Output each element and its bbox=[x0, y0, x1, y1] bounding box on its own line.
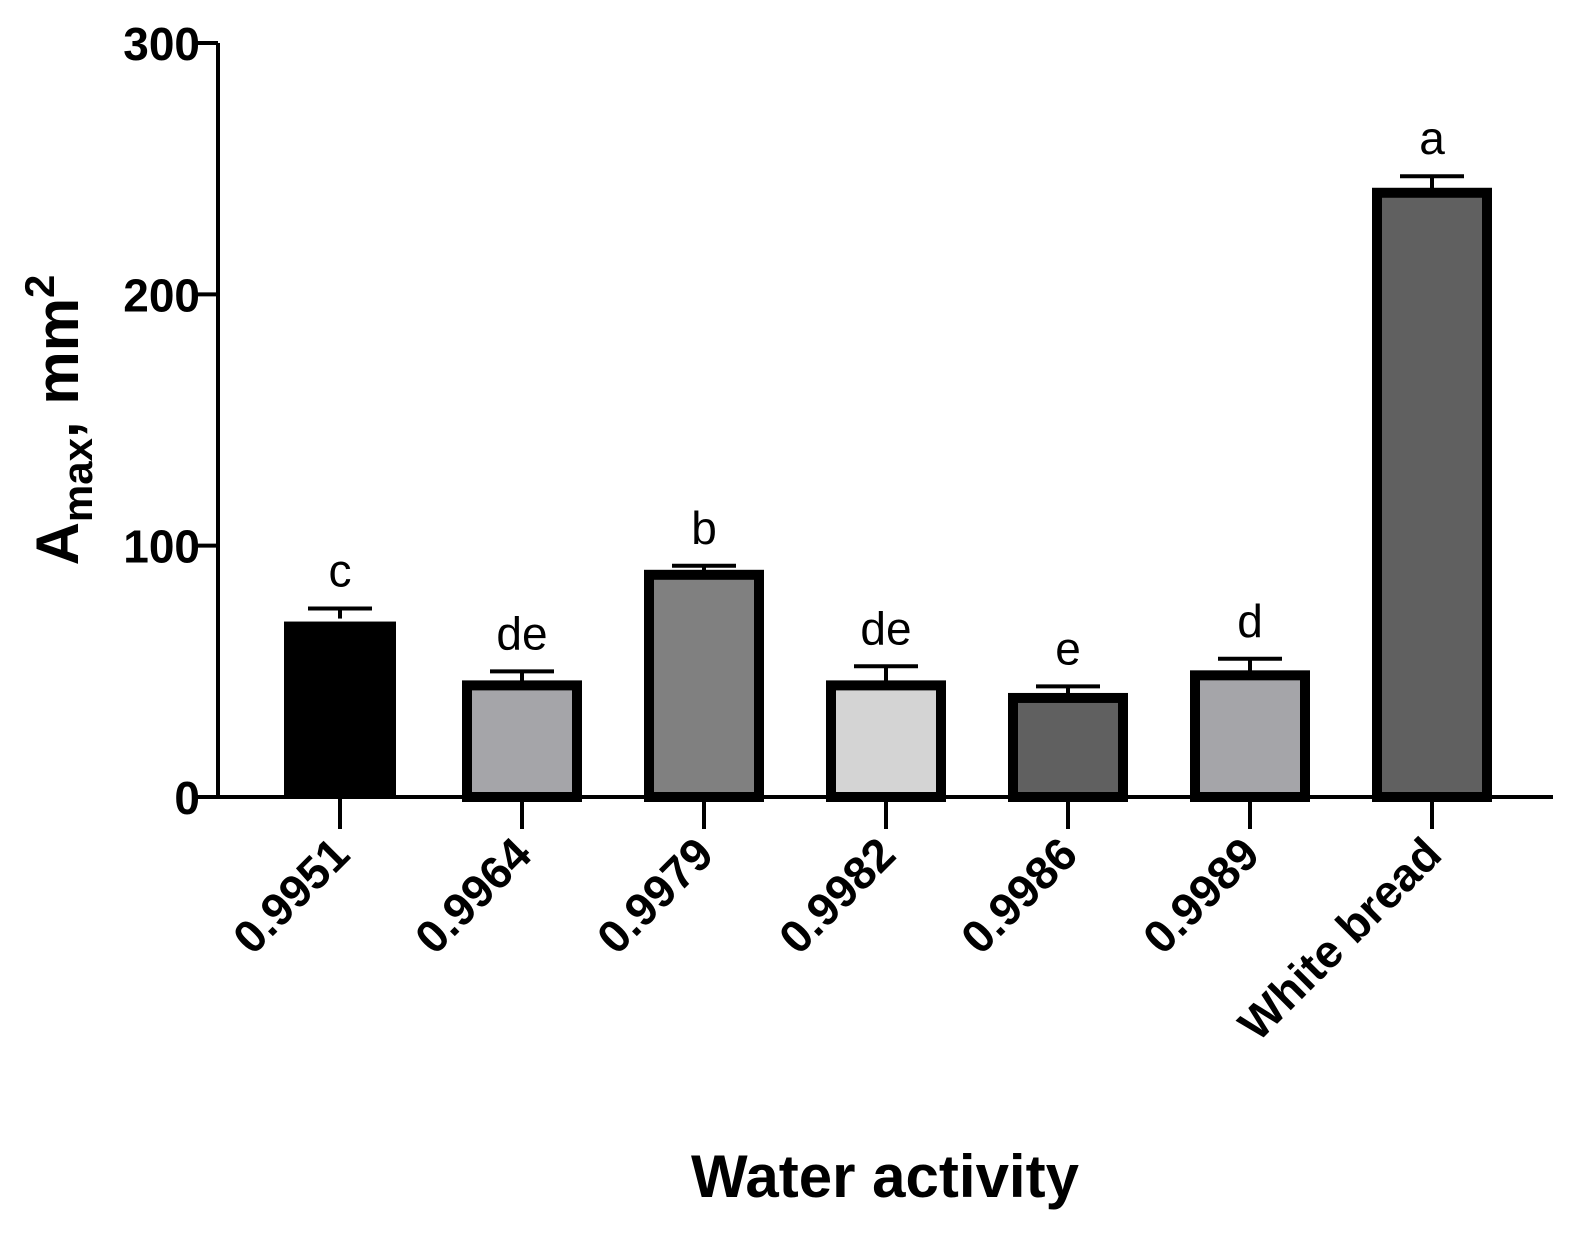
y-tick-label: 100 bbox=[123, 521, 200, 573]
significance-label: e bbox=[1055, 622, 1081, 674]
significance-label: c bbox=[329, 545, 352, 597]
significance-labels-group: c de b de e d a bbox=[329, 112, 1446, 674]
y-tick-label: 200 bbox=[123, 269, 200, 321]
significance-label: d bbox=[1237, 595, 1263, 647]
y-tick-label: 0 bbox=[174, 772, 200, 824]
x-ticks-group: 0.9951 0.9964 0.9979 0.9982 0.9986 0.9989Whit… bbox=[223, 797, 1451, 1050]
x-tick-label: 0.9986 bbox=[951, 827, 1087, 963]
y-axis-title: Amax, mm2 bbox=[16, 275, 101, 566]
y-ticks-group: 0 100 200 300 bbox=[123, 18, 218, 824]
bar-white-bread bbox=[1372, 187, 1492, 803]
bar-0-9986 bbox=[1008, 692, 1128, 802]
bar-0-9989 bbox=[1190, 670, 1310, 802]
y-axis-title-unit: , mm bbox=[24, 298, 91, 438]
y-tick-label: 300 bbox=[123, 18, 200, 70]
y-axis-title-superscript: 2 bbox=[16, 275, 63, 298]
error-bars-group bbox=[308, 174, 1464, 694]
significance-label: b bbox=[691, 502, 717, 554]
x-axis-title: Water activity bbox=[691, 1143, 1080, 1210]
x-tick-label: 0.9951 bbox=[223, 827, 359, 963]
significance-label: a bbox=[1419, 112, 1445, 164]
significance-label: de bbox=[496, 607, 547, 659]
bar-0-9979 bbox=[644, 569, 764, 802]
bar-0-9964 bbox=[462, 680, 582, 802]
bar-0-9951 bbox=[284, 621, 396, 799]
x-tick-label: 0.9989 bbox=[1133, 827, 1269, 963]
y-axis-title-subscript: max bbox=[54, 437, 101, 522]
bar-0-9982 bbox=[826, 680, 946, 802]
bars-group bbox=[284, 187, 1492, 803]
y-axis-title-main: A bbox=[24, 522, 91, 565]
x-tick-label: 0.9982 bbox=[769, 827, 905, 963]
significance-label: de bbox=[860, 602, 911, 654]
x-tick-label: 0.9979 bbox=[587, 827, 723, 963]
x-tick-label: 0.9964 bbox=[405, 827, 542, 964]
